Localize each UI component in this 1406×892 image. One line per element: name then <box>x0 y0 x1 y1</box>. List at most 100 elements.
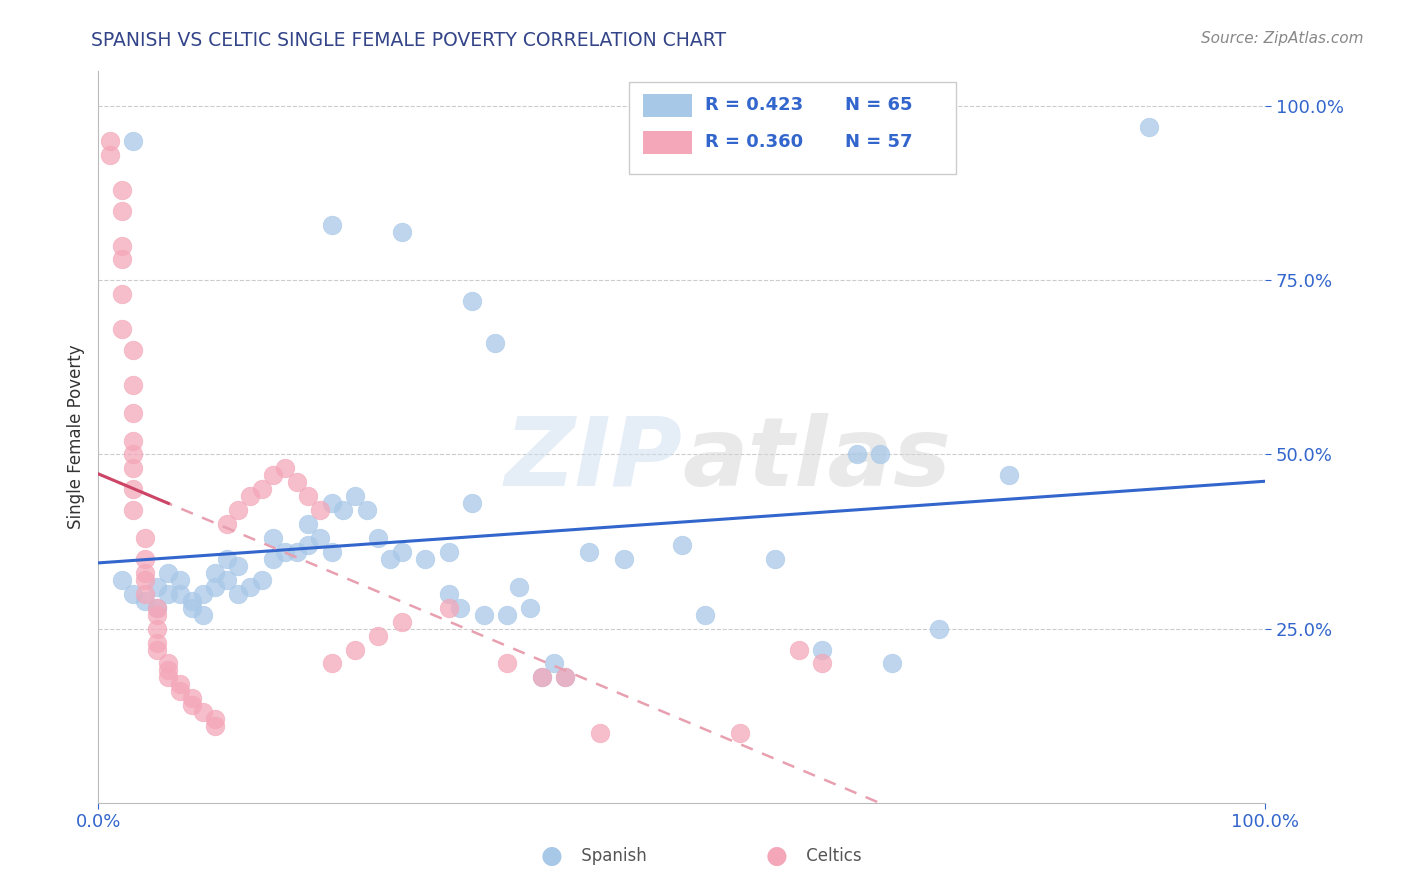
Point <box>111 573 134 587</box>
Point <box>262 531 284 545</box>
Point <box>204 580 226 594</box>
Point <box>122 587 145 601</box>
Point <box>391 615 413 629</box>
Point <box>111 203 134 218</box>
Point <box>122 343 145 357</box>
Point <box>180 600 202 615</box>
Point <box>169 677 191 691</box>
Point <box>437 600 460 615</box>
Point <box>997 468 1019 483</box>
Point <box>122 503 145 517</box>
FancyBboxPatch shape <box>644 94 692 118</box>
Point <box>321 657 343 671</box>
Point <box>449 600 471 615</box>
Point <box>344 489 367 503</box>
Point <box>589 726 612 740</box>
Point <box>204 712 226 726</box>
Point <box>134 552 156 566</box>
Point <box>262 468 284 483</box>
Text: SPANISH VS CELTIC SINGLE FEMALE POVERTY CORRELATION CHART: SPANISH VS CELTIC SINGLE FEMALE POVERTY … <box>91 31 727 50</box>
Point <box>297 489 319 503</box>
Text: N = 57: N = 57 <box>845 133 912 151</box>
Point <box>228 587 250 601</box>
Point <box>122 377 145 392</box>
Point <box>98 134 121 148</box>
Point <box>262 552 284 566</box>
FancyBboxPatch shape <box>644 130 692 154</box>
Text: ●: ● <box>540 845 562 868</box>
Point <box>111 183 134 197</box>
Point <box>437 587 460 601</box>
Point <box>413 552 436 566</box>
Point <box>869 448 891 462</box>
Point <box>146 635 169 649</box>
Point <box>285 475 308 490</box>
Point <box>391 225 413 239</box>
Point <box>274 545 297 559</box>
Point <box>157 657 180 671</box>
Point <box>122 448 145 462</box>
Point <box>180 691 202 706</box>
Point <box>134 573 156 587</box>
Point <box>228 558 250 573</box>
Point <box>297 517 319 532</box>
Point <box>239 580 262 594</box>
Point <box>695 607 717 622</box>
Point <box>613 552 636 566</box>
Point <box>391 545 413 559</box>
Point <box>146 607 169 622</box>
Point <box>228 503 250 517</box>
Point <box>309 531 332 545</box>
Point <box>134 594 156 608</box>
Point <box>787 642 810 657</box>
Point <box>146 600 169 615</box>
Point <box>484 336 506 351</box>
Point <box>461 496 484 510</box>
Point <box>811 642 834 657</box>
Point <box>146 580 169 594</box>
Point <box>274 461 297 475</box>
Point <box>508 580 530 594</box>
Point <box>157 670 180 684</box>
Point <box>554 670 576 684</box>
FancyBboxPatch shape <box>630 82 956 174</box>
Point <box>98 148 121 162</box>
Point <box>530 670 553 684</box>
Point <box>111 252 134 267</box>
Point <box>344 642 367 657</box>
Point <box>367 629 389 643</box>
Text: ZIP: ZIP <box>503 412 682 506</box>
Point <box>367 531 389 545</box>
Point <box>554 670 576 684</box>
Point <box>215 573 238 587</box>
Point <box>134 587 156 601</box>
Text: R = 0.360: R = 0.360 <box>706 133 803 151</box>
Point <box>321 496 343 510</box>
Point <box>846 448 869 462</box>
Point <box>193 607 215 622</box>
Point <box>111 287 134 301</box>
Point <box>239 489 262 503</box>
Point <box>169 573 191 587</box>
Point <box>111 322 134 336</box>
Point <box>285 545 308 559</box>
Text: Source: ZipAtlas.com: Source: ZipAtlas.com <box>1201 31 1364 46</box>
Point <box>180 594 202 608</box>
Point <box>671 538 693 552</box>
Point <box>134 566 156 580</box>
Point <box>157 664 180 678</box>
Point <box>146 642 169 657</box>
Point <box>332 503 354 517</box>
Point <box>204 566 226 580</box>
Point <box>811 657 834 671</box>
Point <box>321 545 343 559</box>
Point <box>530 670 553 684</box>
Point <box>180 698 202 713</box>
Point <box>356 503 378 517</box>
Point <box>193 705 215 719</box>
Point <box>111 238 134 252</box>
Text: ●: ● <box>765 845 787 868</box>
Text: Spanish: Spanish <box>576 847 647 865</box>
Text: N = 65: N = 65 <box>845 96 912 114</box>
Point <box>122 461 145 475</box>
